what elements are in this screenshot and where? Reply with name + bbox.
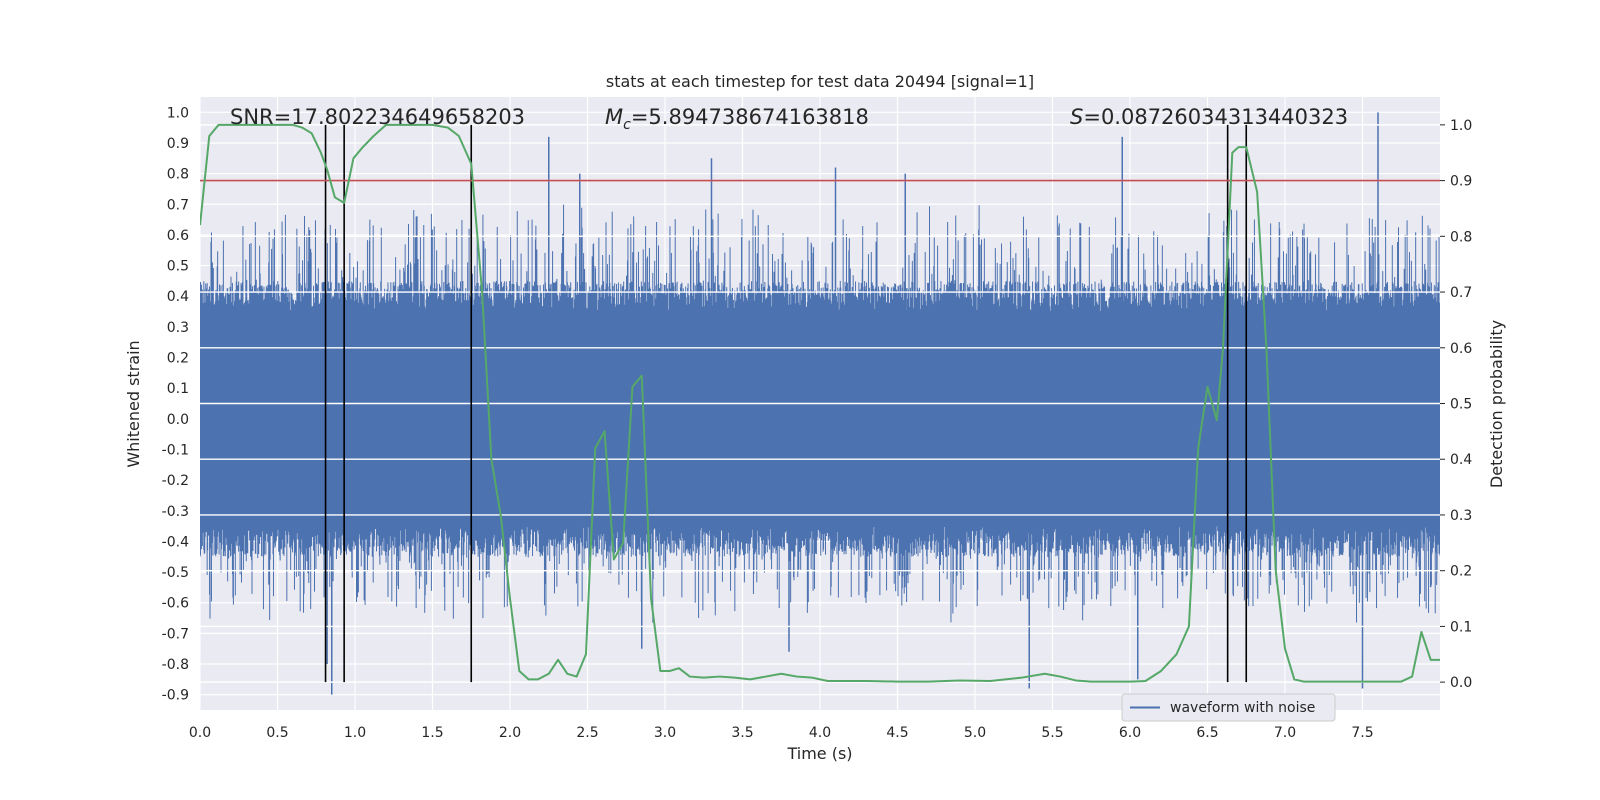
y-axis-label: Whitened strain: [124, 340, 143, 467]
x-tick-label-15: 7.5: [1351, 725, 1373, 741]
y-tick-label-7: 0.3: [167, 320, 189, 336]
probability-line: [200, 123, 1440, 683]
x-tick-label-6: 3.0: [654, 725, 676, 741]
x-tick-label-0: 0.0: [189, 725, 211, 741]
y-tick-label-4: 0.6: [167, 228, 189, 244]
y-tick-label-16: -0.6: [162, 596, 189, 612]
snr-annotation: SNR=17.802234649658203: [230, 105, 525, 129]
y-tick-label-0: 1.0: [167, 105, 189, 121]
y2-tick-label-3: 0.7: [1450, 285, 1472, 301]
x-tick-label-14: 7.0: [1274, 725, 1296, 741]
x-tick-label-3: 1.5: [421, 725, 443, 741]
y2-tick-label-2: 0.8: [1450, 229, 1472, 245]
x-tick-label-13: 6.5: [1196, 725, 1218, 741]
x-tick-label-1: 0.5: [266, 725, 288, 741]
y2-tick-label-9: 0.1: [1450, 619, 1472, 635]
x-tick-labels: 0.0 0.5 1.0 1.5 2.0 2.5 3.0 3.5 4.0 4.5 5.0 5.5 6.0 6…: [189, 725, 1374, 741]
y2-tick-labels: 1.0 0.9 0.8 0.7 0.6 0.5 0.4 0.3 0.2 0.1 0.0: [1440, 118, 1472, 691]
x-tick-label-4: 2.0: [499, 725, 521, 741]
y-tick-label-2: 0.8: [167, 167, 189, 183]
x-tick-label-8: 4.0: [809, 725, 831, 741]
x-axis-label: Time (s): [786, 744, 852, 763]
y-tick-label-6: 0.4: [167, 289, 189, 305]
chirp-mass-annotation: Mc=5.894738674163818: [605, 105, 869, 133]
y-tick-label-19: -0.9: [162, 688, 189, 704]
s-annotation: S=0.08726034313440323: [1070, 105, 1348, 129]
x-tick-label-9: 4.5: [886, 725, 908, 741]
legend-box: [1121, 693, 1336, 722]
y-tick-label-10: 0.0: [167, 412, 189, 428]
y-tick-label-1: 0.9: [167, 136, 189, 152]
y2-tick-label-1: 0.9: [1450, 174, 1472, 190]
chirp-mass-value: =5.894738674163818: [631, 105, 869, 129]
y2-axis-label: Detection probability: [1487, 320, 1506, 488]
chart-title: stats at each timestep for test data 204…: [606, 72, 1034, 91]
y-tick-label-11: -0.1: [162, 442, 189, 458]
legend: waveform with noise: [1121, 693, 1336, 722]
y-tick-label-8: 0.2: [167, 351, 189, 367]
y-tick-label-14: -0.4: [162, 534, 189, 550]
y2-tick-label-7: 0.3: [1450, 508, 1472, 524]
y-tick-label-3: 0.7: [167, 197, 189, 213]
x-tick-label-5: 2.5: [576, 725, 598, 741]
chirp-mass-subscript: c: [623, 117, 631, 133]
y-tick-label-12: -0.2: [162, 473, 189, 489]
s-symbol: S: [1070, 105, 1083, 129]
s-value: =0.08726034313440323: [1083, 105, 1348, 129]
x-tick-label-7: 3.5: [731, 725, 753, 741]
y2-tick-label-5: 0.5: [1450, 397, 1472, 413]
y2-tick-label-4: 0.6: [1450, 341, 1472, 357]
x-tick-label-11: 5.5: [1041, 725, 1063, 741]
y2-tick-label-10: 0.0: [1450, 675, 1472, 691]
y-tick-label-13: -0.3: [162, 504, 189, 520]
y2-tick-label-6: 0.4: [1450, 452, 1472, 468]
x-tick-label-12: 6.0: [1119, 725, 1141, 741]
y2-tick-label-8: 0.2: [1450, 564, 1472, 580]
event-vertical-lines: [324, 124, 1248, 683]
y-tick-label-15: -0.5: [162, 565, 189, 581]
x-tick-label-2: 1.0: [344, 725, 366, 741]
waveform-line: [200, 204, 1440, 623]
probability-series: [200, 123, 1440, 683]
y-tick-label-17: -0.7: [162, 626, 189, 642]
x-tick-label-10: 5.0: [964, 725, 986, 741]
legend-label: waveform with noise: [1170, 700, 1315, 716]
y-tick-label-18: -0.8: [162, 657, 189, 673]
y2-tick-label-0: 1.0: [1450, 118, 1472, 134]
chirp-mass-symbol: M: [605, 105, 623, 129]
y-tick-label-5: 0.5: [167, 259, 189, 275]
y-tick-labels: 1.0 0.9 0.8 0.7 0.6 0.5 0.4 0.3 0.2 0.1 0.0 -0.1 -0.…: [162, 105, 189, 703]
y-tick-label-9: 0.1: [167, 381, 189, 397]
